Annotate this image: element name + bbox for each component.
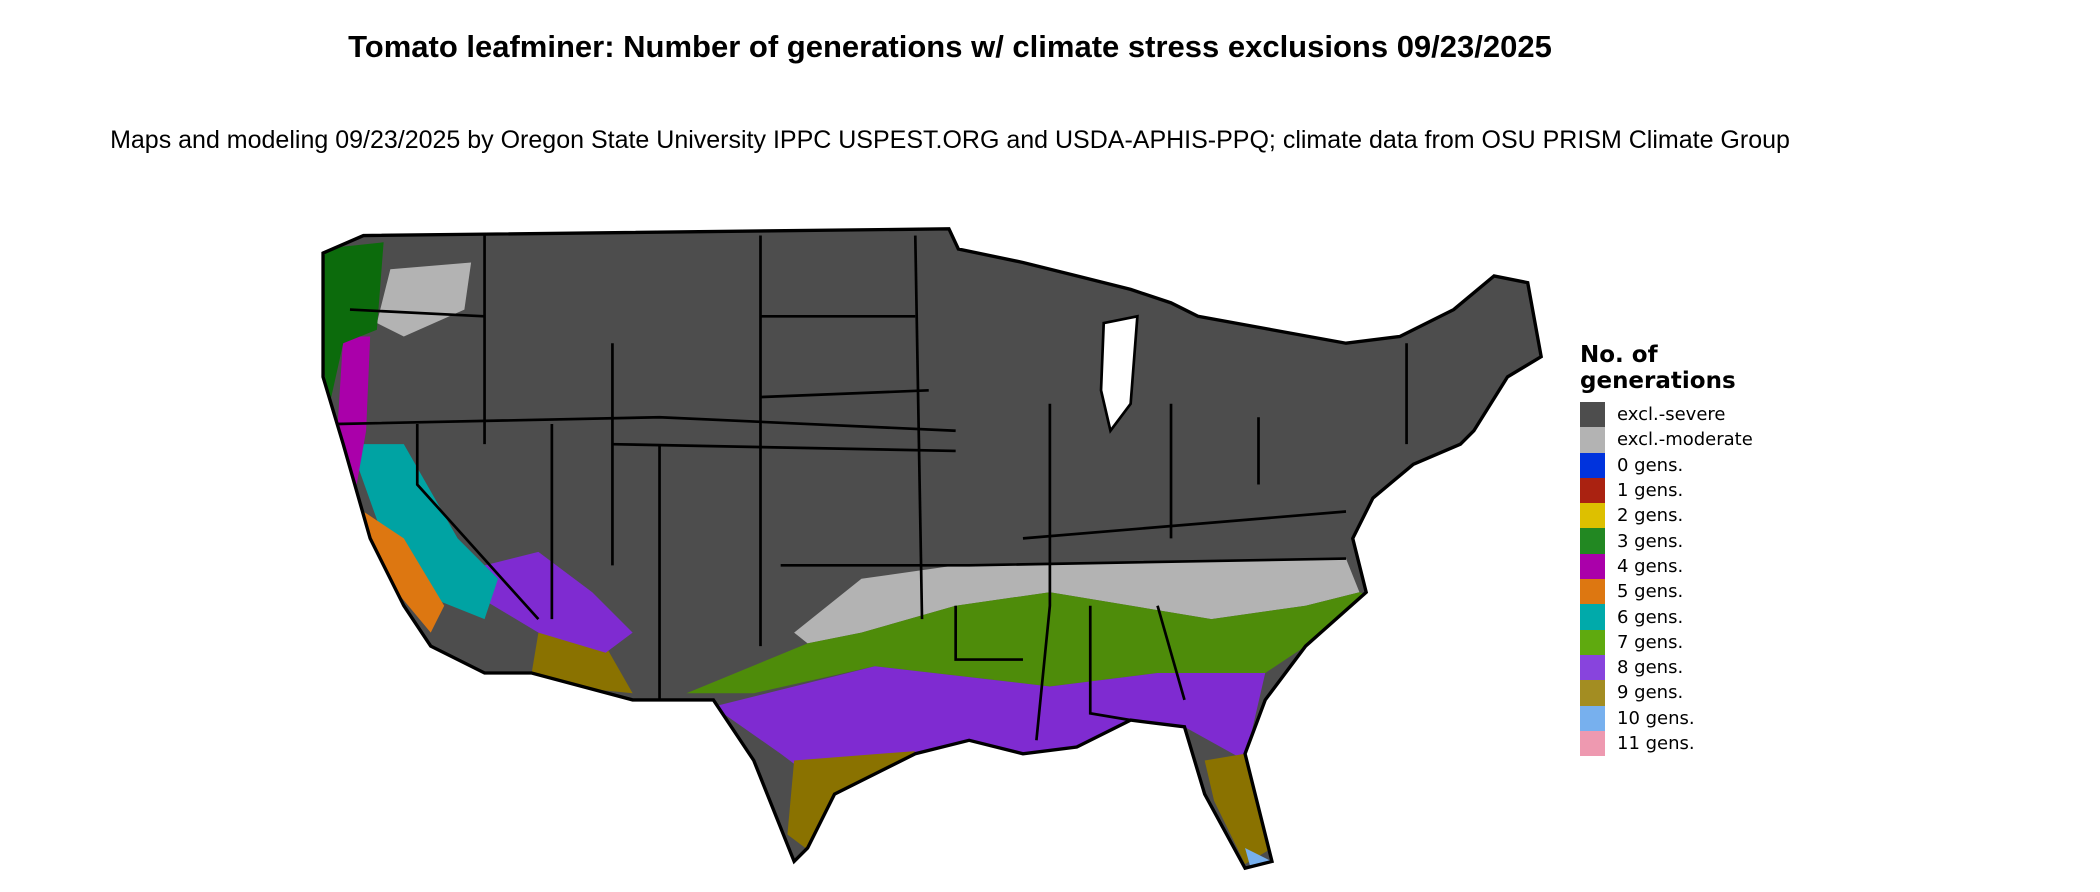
legend-label: 2 gens. <box>1617 505 1684 527</box>
legend-item: 5 gens. <box>1580 579 1753 605</box>
legend-label: 4 gens. <box>1617 555 1684 577</box>
legend-swatch <box>1580 730 1605 757</box>
legend-swatch <box>1580 579 1605 605</box>
legend-item: 2 gens. <box>1580 503 1753 529</box>
region-9-gens-florida <box>1204 753 1268 865</box>
legend-label: excl.-moderate <box>1617 429 1753 451</box>
legend-swatch <box>1580 680 1605 706</box>
region-3-gens-west <box>323 242 384 404</box>
legend-swatch <box>1580 477 1605 504</box>
legend-item: 0 gens. <box>1580 452 1753 478</box>
region-excl-moderate-west <box>376 262 472 337</box>
legend-swatch <box>1580 427 1605 453</box>
legend-item: 9 gens. <box>1580 680 1753 706</box>
legend-label: 9 gens. <box>1617 682 1684 704</box>
region-excl-moderate <box>794 558 1360 644</box>
legend-item: 11 gens. <box>1580 730 1753 757</box>
legend-item: 6 gens. <box>1580 604 1753 630</box>
legend-label: 8 gens. <box>1617 657 1684 679</box>
legend-item: 10 gens. <box>1580 705 1753 731</box>
lake-michigan <box>1099 314 1139 434</box>
legend-swatch <box>1580 629 1605 655</box>
map-subtitle: Maps and modeling 09/23/2025 by Oregon S… <box>110 126 1790 154</box>
legend-swatch <box>1580 452 1605 478</box>
state-borders <box>336 235 1408 741</box>
legend-label: 3 gens. <box>1617 530 1684 552</box>
legend-item: excl.-severe <box>1580 402 1753 428</box>
legend-label: 0 gens. <box>1617 454 1684 476</box>
region-9-gens-texas <box>787 751 916 855</box>
legend-label: 7 gens. <box>1617 631 1684 653</box>
legend-swatch <box>1580 604 1605 630</box>
region-6-gens-west <box>349 444 499 620</box>
map-title: Tomato leafminer: Number of generations … <box>348 29 1552 64</box>
legend-item: excl.-moderate <box>1580 427 1753 453</box>
legend-title: No. of generations <box>1580 342 1736 394</box>
legend-label: 1 gens. <box>1617 480 1684 502</box>
legend: No. of generations excl.-severe excl.-mod… <box>1580 342 1753 757</box>
region-5-gens-west <box>363 511 445 633</box>
legend-swatch <box>1580 402 1605 428</box>
legend-label: 6 gens. <box>1617 606 1684 628</box>
legend-swatch <box>1580 705 1605 731</box>
legend-label: 5 gens. <box>1617 581 1684 603</box>
legend-item: 3 gens. <box>1580 528 1753 554</box>
legend-label: 10 gens. <box>1617 707 1695 729</box>
legend-swatch <box>1580 528 1605 554</box>
legend-swatch <box>1580 503 1605 529</box>
legend-label: 11 gens. <box>1617 733 1695 754</box>
legend-swatch <box>1580 553 1605 580</box>
legend-item: 1 gens. <box>1580 477 1753 504</box>
legend-swatch <box>1580 654 1605 681</box>
legend-label: excl.-severe <box>1617 404 1726 426</box>
legend-item: 8 gens. <box>1580 654 1753 681</box>
region-7-gens <box>686 592 1380 694</box>
us-outline <box>321 227 1544 871</box>
legend-item: 7 gens. <box>1580 629 1753 655</box>
legend-item: 4 gens. <box>1580 553 1753 580</box>
